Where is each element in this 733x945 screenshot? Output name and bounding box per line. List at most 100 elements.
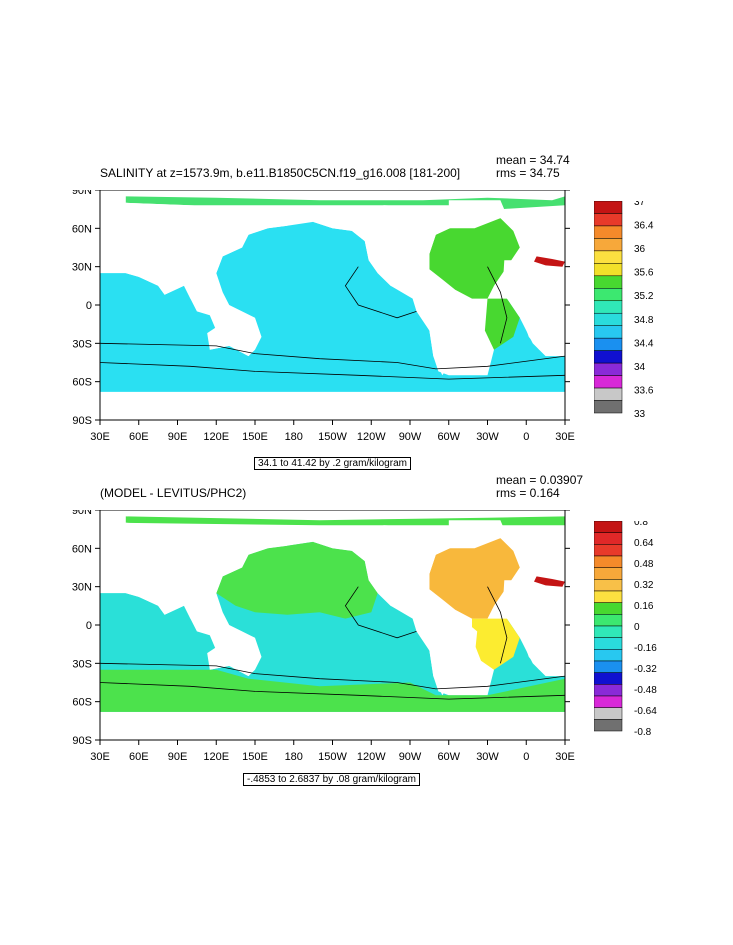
- x-tick-label: 30E: [555, 751, 575, 763]
- southern-ocean-fill: [100, 669, 565, 712]
- colorbar-label: 0: [634, 622, 640, 633]
- colorbar-swatch: [594, 567, 623, 580]
- colorbar-swatch: [594, 238, 623, 252]
- chart-title: SALINITY at z=1573.9m, b.e11.B1850C5CN.f…: [100, 166, 461, 180]
- colorbar-swatch: [594, 225, 623, 239]
- x-tick-label: 120E: [203, 751, 229, 763]
- x-tick-label: 90E: [168, 751, 188, 763]
- y-tick-label: 90N: [72, 510, 92, 517]
- contour-line: [99, 362, 566, 380]
- land-eurasia: [100, 522, 294, 619]
- colorbar-label: 0.32: [634, 580, 654, 591]
- contour-line: [99, 662, 566, 690]
- salinity-panel: SALINITY at z=1573.9m, b.e11.B1850C5CN.f…: [0, 150, 733, 480]
- x-tick-label: 150W: [318, 431, 347, 443]
- colorbar-swatch: [594, 300, 623, 314]
- x-tick-label: 30E: [555, 431, 575, 443]
- colorbar-swatch: [594, 649, 623, 662]
- mean-stat: mean = 34.74: [496, 153, 570, 167]
- colorbar-swatch: [594, 350, 623, 364]
- y-tick-label: 30N: [72, 582, 92, 594]
- units-note: -.4853 to 2.6837 by .08 gram/kilogram: [243, 773, 420, 786]
- land-africa: [503, 580, 572, 670]
- colorbar-swatch: [594, 263, 623, 277]
- colorbar-swatch: [594, 637, 623, 650]
- x-tick-label: 90W: [399, 751, 422, 763]
- colorbar-swatch: [594, 362, 623, 376]
- colorbar-swatch: [594, 555, 623, 568]
- colorbar-swatch: [594, 325, 623, 339]
- x-tick-label: 120W: [357, 751, 386, 763]
- x-tick-label: 120W: [357, 431, 386, 443]
- x-tick-label: 60E: [129, 431, 149, 443]
- colorbar-swatch: [594, 288, 623, 302]
- colorbar-swatch: [594, 201, 623, 214]
- colorbar-label: 0.64: [634, 538, 654, 549]
- contour-line: [487, 586, 508, 664]
- colorbar-swatch: [594, 672, 623, 685]
- y-tick-label: 30S: [72, 658, 92, 670]
- colorbar-label: 37: [634, 201, 646, 208]
- colorbar-label: -0.32: [634, 664, 657, 675]
- atlantic-south-fill: [472, 618, 520, 670]
- x-tick-label: 60E: [129, 751, 149, 763]
- difference-panel: (MODEL - LEVITUS/PHC2) mean = 0.03907 rm…: [0, 470, 733, 800]
- land-africa: [503, 260, 572, 350]
- colorbar-swatch: [594, 250, 623, 264]
- x-tick-label: 150W: [318, 751, 347, 763]
- arctic-fill: [125, 196, 566, 210]
- salinity-colorbar: 37 36.4 36 35.6 35.2 34.8 34.4 34 33.6 33: [594, 201, 654, 420]
- y-tick-label: 30S: [72, 338, 92, 350]
- colorbar-swatch: [594, 614, 623, 627]
- colorbar-label: 34.4: [634, 338, 654, 349]
- colorbar-swatch: [594, 275, 623, 289]
- colorbar-swatch: [594, 337, 623, 351]
- y-tick-label: 60N: [72, 543, 92, 555]
- contour-line: [99, 342, 566, 370]
- colorbar-swatch: [594, 387, 623, 401]
- x-tick-label: 0: [523, 751, 529, 763]
- y-tick-label: 0: [86, 620, 92, 632]
- colorbar-swatch: [594, 213, 623, 227]
- rms-stat: rms = 34.75: [496, 166, 560, 180]
- contour-line: [99, 682, 566, 700]
- x-tick-label: 90W: [399, 431, 422, 443]
- x-tick-label: 30W: [476, 431, 499, 443]
- land-australia: [207, 640, 259, 677]
- x-tick-label: 150E: [242, 751, 268, 763]
- land-greenland: [448, 200, 507, 229]
- ocean-fill: [100, 221, 565, 392]
- rms-stat: rms = 0.164: [496, 486, 560, 500]
- x-tick-label: 60W: [437, 431, 460, 443]
- x-tick-label: 30E: [90, 751, 110, 763]
- colorbar-swatch: [594, 719, 623, 732]
- units-note: 34.1 to 41.42 by .2 gram/kilogram: [254, 457, 411, 470]
- colorbar-swatch: [594, 544, 623, 557]
- atlantic-north-fill: [429, 218, 520, 299]
- land-north-america: [313, 205, 456, 295]
- land-south-america: [420, 292, 478, 376]
- y-tick-label: 60S: [72, 377, 92, 389]
- land-australia: [207, 320, 259, 357]
- colorbar-label: -0.16: [634, 643, 657, 654]
- colorbar-swatch: [594, 400, 623, 414]
- atlantic-north-fill: [429, 538, 520, 619]
- colorbar-swatch: [594, 684, 623, 697]
- y-tick-label: 90S: [72, 735, 92, 747]
- colorbar-label: 33: [634, 409, 646, 420]
- colorbar-label: 35.6: [634, 268, 654, 279]
- land-greenland: [448, 520, 507, 549]
- colorbar-swatch: [594, 579, 623, 592]
- colorbar-label: 34: [634, 362, 646, 373]
- mediterranean-blob: [534, 256, 565, 267]
- land-north-america: [313, 525, 456, 615]
- colorbar-label: -0.48: [634, 685, 657, 696]
- contour-line: [344, 266, 417, 319]
- colorbar-swatch: [594, 312, 623, 326]
- colorbar-label: 0.48: [634, 559, 654, 570]
- colorbar-swatch: [594, 695, 623, 708]
- y-tick-label: 90N: [72, 190, 92, 197]
- land-antarctica: [100, 714, 565, 740]
- y-tick-label: 60S: [72, 697, 92, 709]
- colorbar-label: 36: [634, 244, 646, 255]
